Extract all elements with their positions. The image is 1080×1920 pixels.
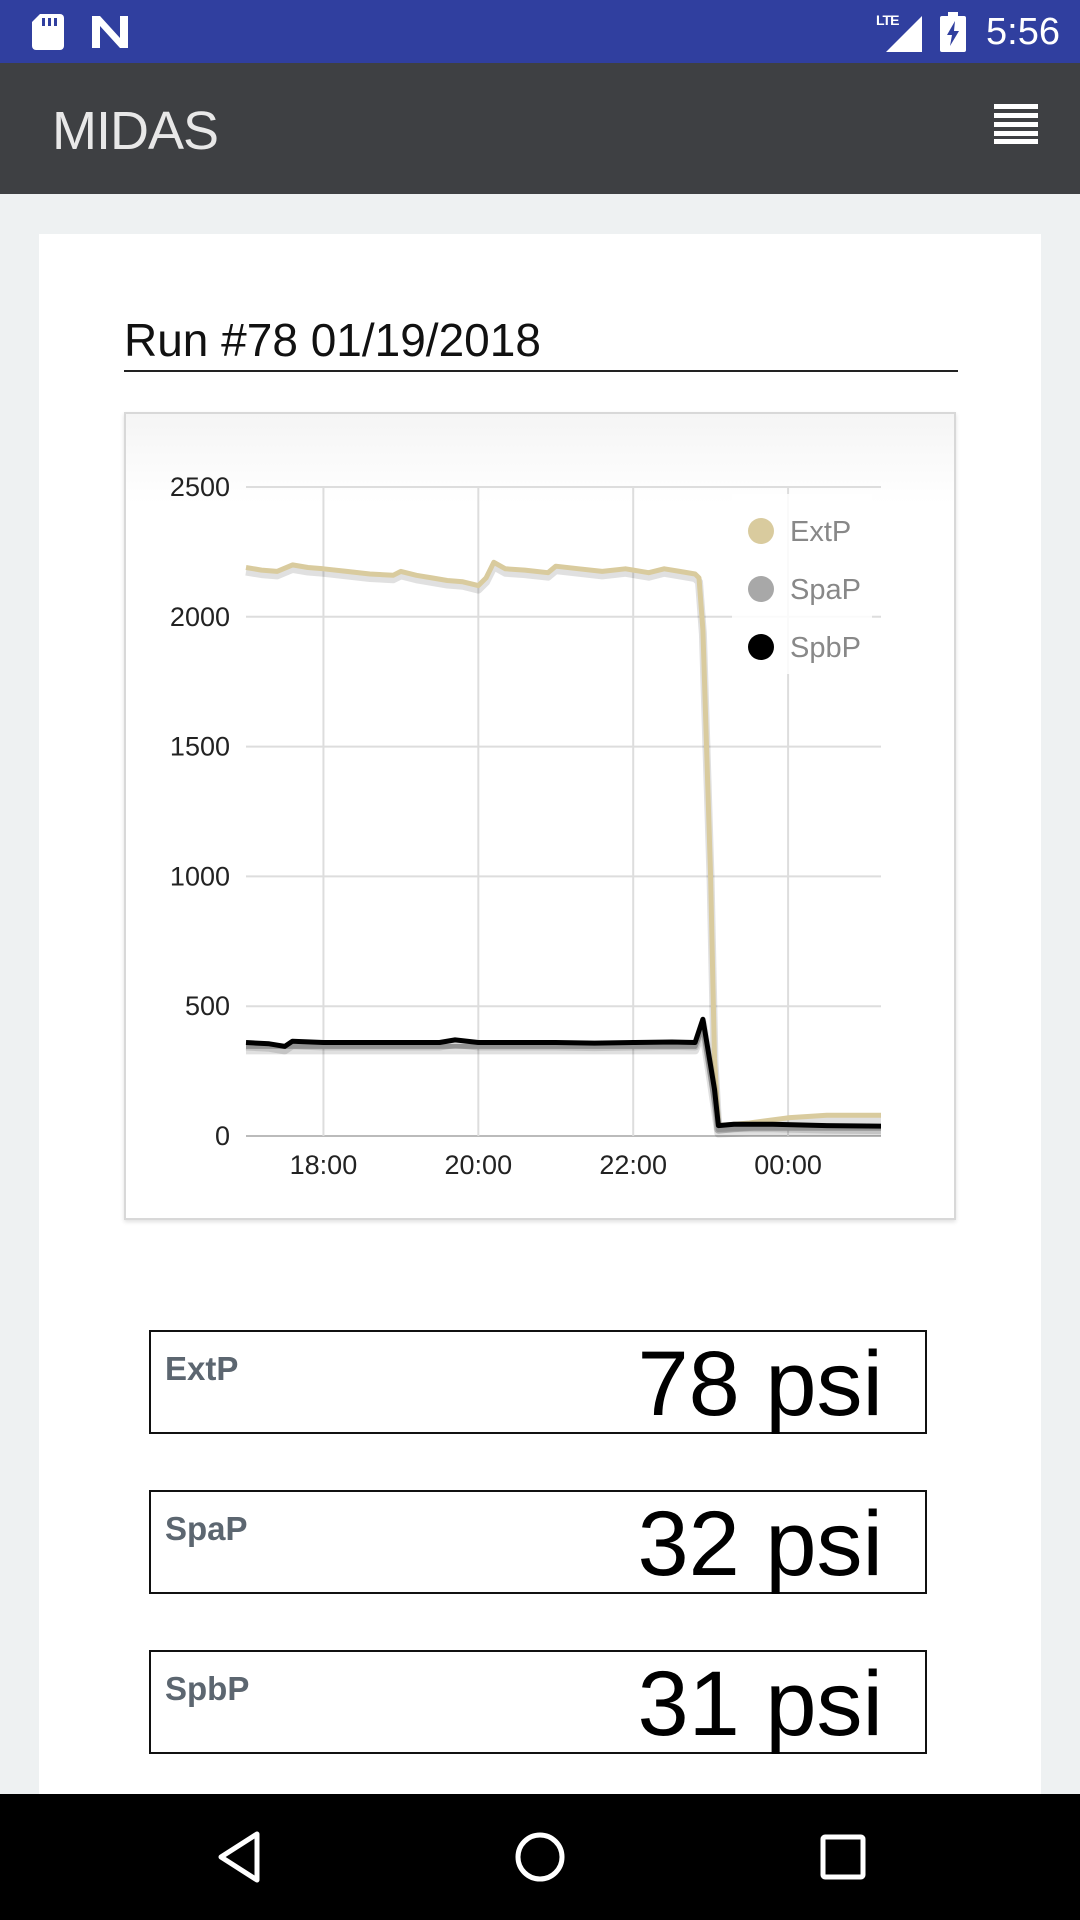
readout-label: SpaP bbox=[165, 1510, 248, 1547]
legend-marker bbox=[748, 576, 774, 602]
readout-spap: SpaP 32 psi bbox=[149, 1490, 927, 1594]
n-notification-icon bbox=[92, 16, 128, 48]
readout-value: 32 psi bbox=[637, 1493, 884, 1595]
battery-charging-icon bbox=[940, 12, 966, 52]
legend-label: SpaP bbox=[790, 574, 861, 606]
readout-value: 31 psi bbox=[637, 1653, 884, 1755]
recents-icon[interactable] bbox=[808, 1822, 878, 1892]
readout-label: SpbP bbox=[165, 1670, 250, 1707]
status-bar: LTE 5:56 bbox=[0, 0, 1080, 63]
y-tick-label: 2500 bbox=[170, 472, 230, 502]
y-tick-label: 2000 bbox=[170, 602, 230, 632]
x-tick-label: 18:00 bbox=[290, 1150, 358, 1180]
series-shadow bbox=[245, 1019, 882, 1135]
readout-extp: ExtP 78 psi bbox=[149, 1330, 927, 1434]
series-line-spap bbox=[246, 1024, 881, 1132]
home-icon[interactable] bbox=[505, 1822, 575, 1892]
midas-logo[interactable]: MIDAS bbox=[52, 101, 247, 157]
readout-spbp: SpbP 31 psi bbox=[149, 1650, 927, 1754]
series-line-extp bbox=[245, 559, 881, 1129]
hamburger-menu-icon[interactable] bbox=[994, 104, 1038, 144]
run-card: Run #78 01/19/2018 0 500 1000 1500 2000 2500 1… bbox=[39, 234, 1041, 1794]
legend-marker bbox=[748, 634, 774, 660]
sd-card-icon bbox=[32, 14, 64, 50]
x-tick-label: 22:00 bbox=[599, 1150, 667, 1180]
network-type: LTE bbox=[876, 12, 899, 28]
signal-icon bbox=[886, 16, 922, 52]
x-tick-label: 20:00 bbox=[445, 1150, 513, 1180]
status-clock: 5:56 bbox=[986, 11, 1060, 53]
x-tick-label: 00:00 bbox=[754, 1150, 822, 1180]
y-tick-label: 500 bbox=[185, 991, 230, 1021]
pressure-chart: 0 500 1000 1500 2000 2500 18:00 20:00 22:00 00:00… bbox=[124, 412, 956, 1220]
app-bar: MIDAS bbox=[0, 63, 1080, 194]
pressure-chart-svg: 0 500 1000 1500 2000 2500 18:00 20:00 22:00 00:00… bbox=[170, 472, 882, 1180]
legend-label: SpbP bbox=[790, 632, 861, 664]
y-tick-label: 0 bbox=[215, 1121, 230, 1151]
series-shadow bbox=[246, 1027, 881, 1138]
system-nav-bar bbox=[0, 1794, 1080, 1920]
readout-label: ExtP bbox=[165, 1350, 239, 1387]
run-title: Run #78 01/19/2018 bbox=[124, 314, 958, 372]
back-icon[interactable] bbox=[203, 1822, 273, 1892]
y-tick-label: 1000 bbox=[170, 861, 230, 891]
legend-marker bbox=[748, 518, 774, 544]
series-line-spbp bbox=[245, 1016, 882, 1129]
legend-label: ExtP bbox=[790, 516, 851, 548]
readout-value: 78 psi bbox=[637, 1333, 884, 1435]
y-tick-label: 1500 bbox=[170, 732, 230, 762]
logo-text: MIDAS bbox=[52, 101, 218, 157]
